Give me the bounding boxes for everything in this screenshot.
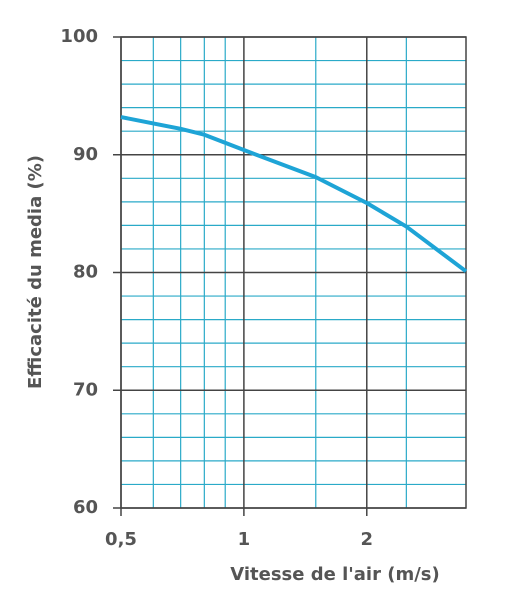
x-tick-label: 2 — [361, 529, 374, 550]
data-line — [120, 115, 468, 273]
y-tick-label: 90 — [73, 144, 98, 165]
y-tick-label: 70 — [73, 379, 98, 400]
x-axis-label: Vitesse de l'air (m/s) — [230, 564, 440, 585]
x-tick-label: 0,5 — [105, 529, 137, 550]
y-tick-label: 80 — [73, 262, 98, 283]
y-axis-label: Efficacité du media (%) — [25, 155, 46, 389]
plot-border — [120, 36, 467, 509]
x-tick-label: 1 — [238, 529, 251, 550]
y-tick-label: 60 — [73, 497, 98, 518]
y-tick-label: 100 — [60, 26, 98, 47]
